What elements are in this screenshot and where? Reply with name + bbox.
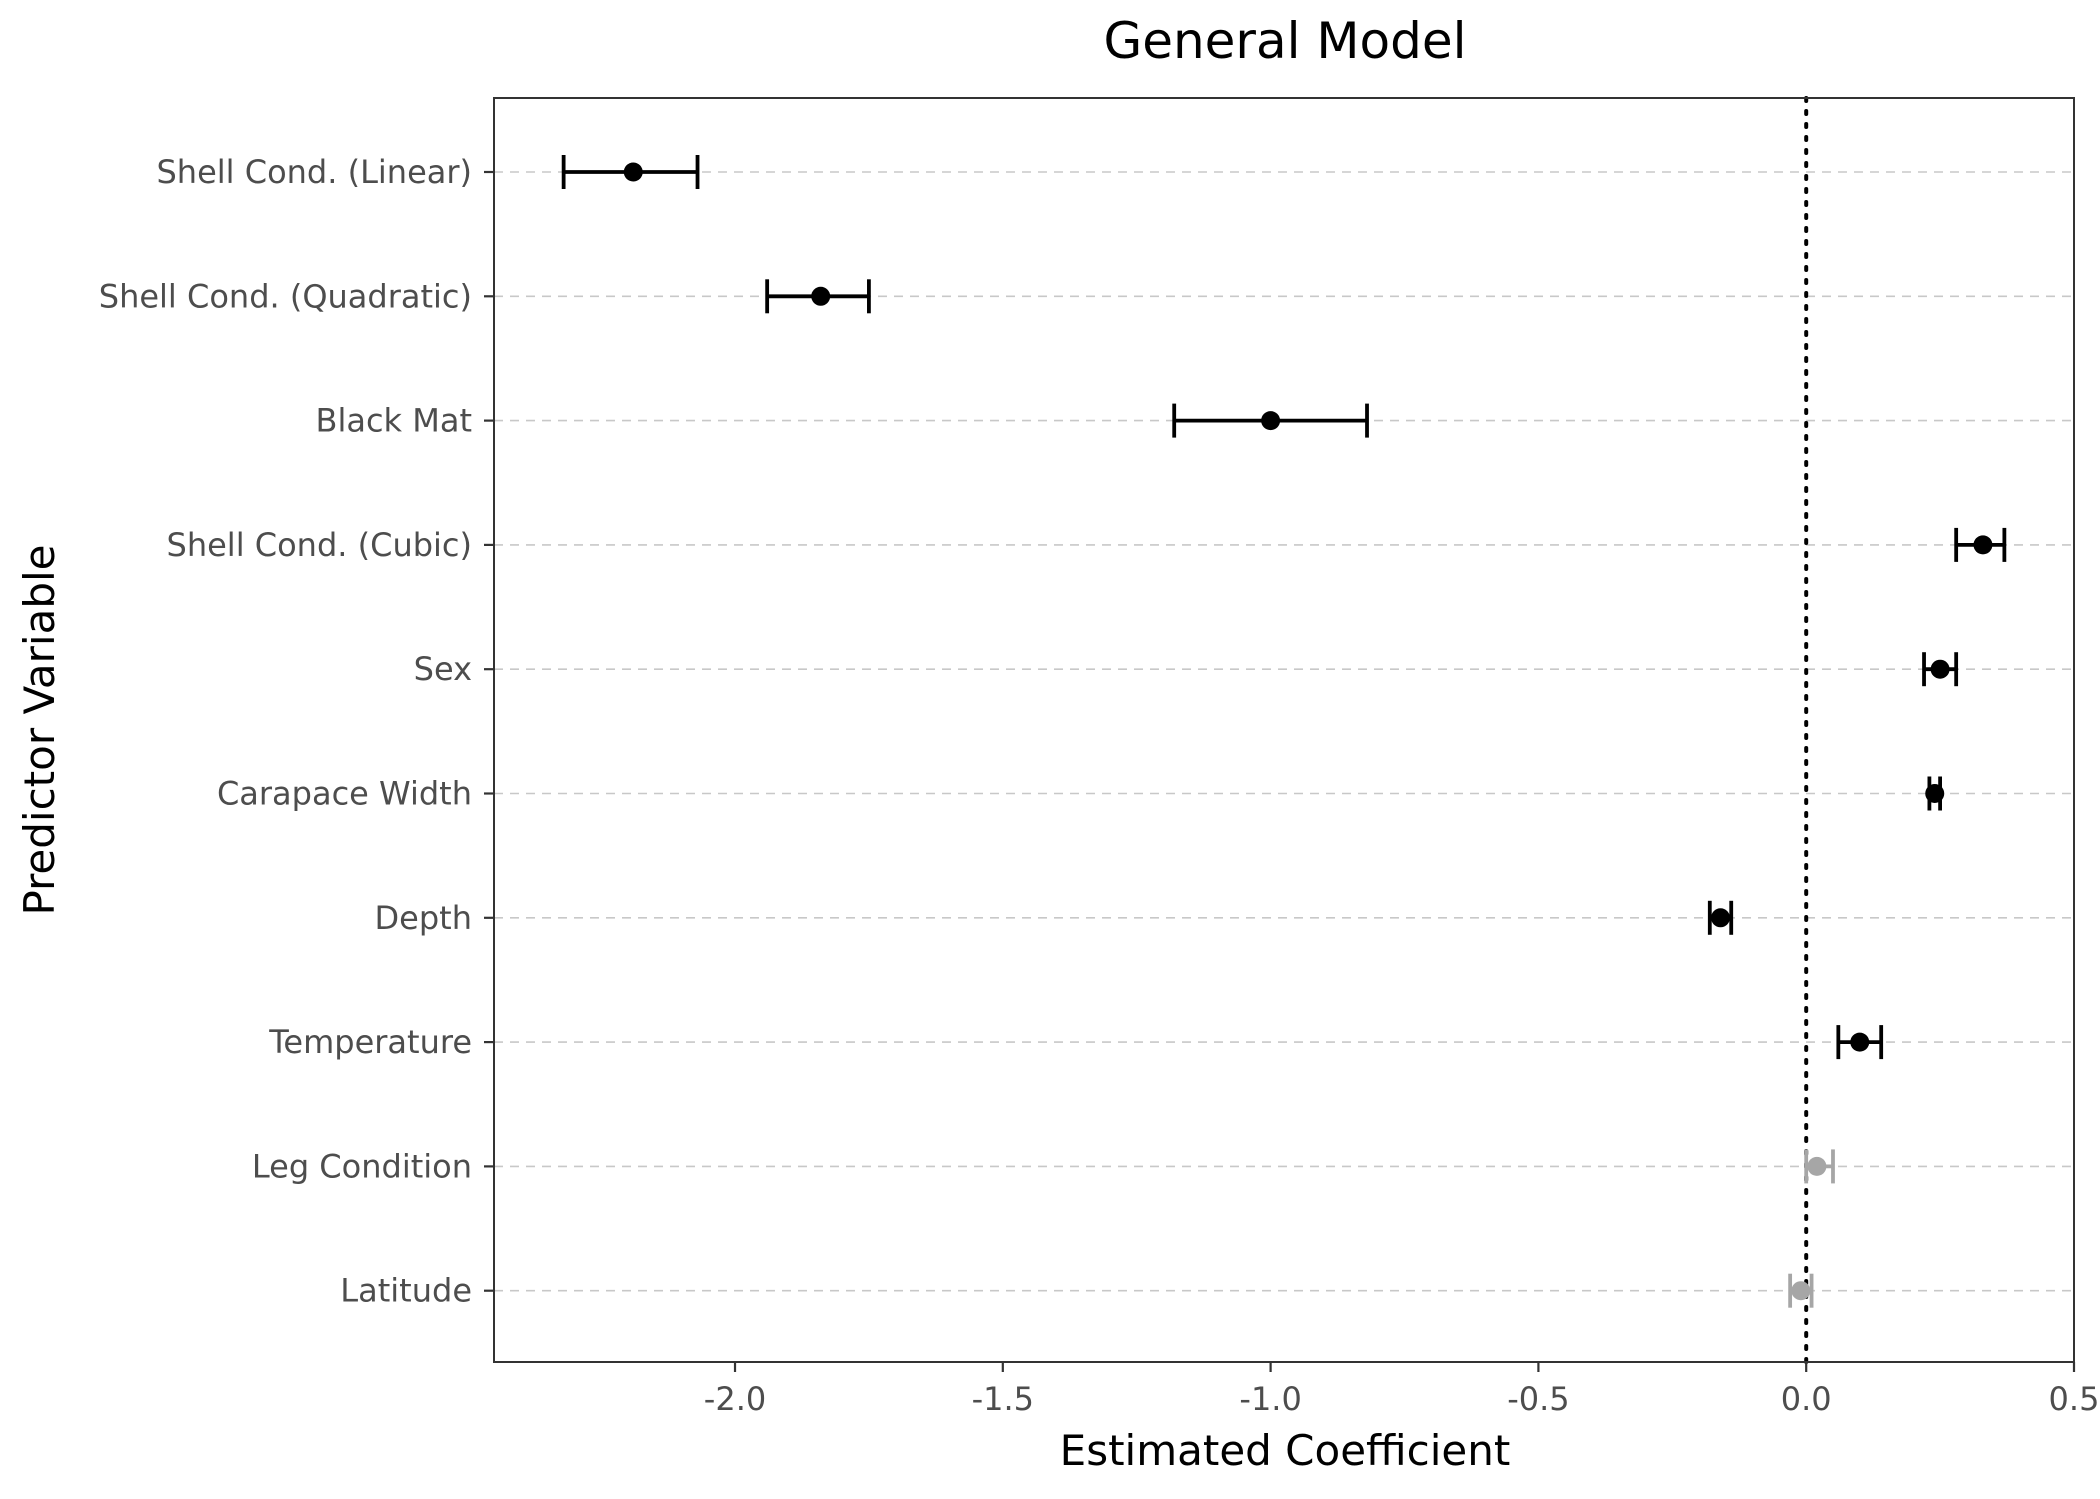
y-tick-label: Leg Condition: [252, 1147, 472, 1185]
x-tick-label: -2.0: [704, 1380, 766, 1418]
x-tick-label: -1.5: [972, 1380, 1034, 1418]
estimate-point: [1930, 659, 1950, 679]
errorbar-point: [1172, 403, 1369, 438]
estimate-point: [811, 286, 831, 306]
plot-panel: [493, 97, 2075, 1363]
y-tick-label: Sex: [414, 650, 472, 688]
estimate-point: [1925, 784, 1945, 803]
estimate-point: [1807, 1156, 1827, 1176]
errorbar-point: [1922, 652, 1959, 687]
errorbar-point: [1836, 1025, 1884, 1060]
y-tick-label: Temperature: [268, 1023, 472, 1061]
estimate-point: [1711, 908, 1731, 928]
errorbar-point: [765, 279, 871, 314]
estimate-point: [623, 162, 643, 182]
errorbar-point: [1788, 1273, 1814, 1308]
errorbar-point: [1804, 1149, 1835, 1184]
estimate-point: [1973, 535, 1993, 555]
estimate-point: [1791, 1281, 1811, 1301]
y-axis-title: Predictor Variable: [15, 544, 64, 915]
y-axis: Shell Cond. (Linear) Shell Cond. (Quadrat…: [99, 153, 494, 1310]
y-tick-label: Shell Cond. (Quadratic): [99, 277, 472, 315]
estimate-point: [1850, 1032, 1870, 1052]
y-tick-label: Carapace Width: [217, 775, 472, 813]
y-tick-label: Depth: [375, 899, 472, 937]
x-tick-label: 0.5: [2049, 1380, 2100, 1418]
errorbar-point: [1925, 776, 1945, 811]
errorbar-point: [1707, 900, 1734, 935]
y-tick-label: Shell Cond. (Linear): [156, 153, 472, 191]
y-tick-label: Shell Cond. (Cubic): [167, 526, 472, 564]
x-tick-label: 0.0: [1781, 1380, 1832, 1418]
estimate-point: [1261, 411, 1281, 431]
x-tick-label: -0.5: [1507, 1380, 1569, 1418]
x-axis: -2.0 -1.5 -1.0 -0.5 0.0 0.5: [704, 1362, 2100, 1418]
chart-title: General Model: [1103, 12, 1466, 70]
x-axis-title: Estimated Coefficient: [1060, 1426, 1511, 1475]
errorbar-point: [561, 155, 700, 189]
y-tick-label: Black Mat: [315, 402, 472, 440]
data-marks: [561, 155, 2007, 1308]
grid-lines: [494, 171, 2074, 1292]
errorbar-point: [1954, 527, 2007, 562]
x-tick-label: -1.0: [1239, 1380, 1301, 1418]
y-tick-label: Latitude: [340, 1272, 472, 1310]
